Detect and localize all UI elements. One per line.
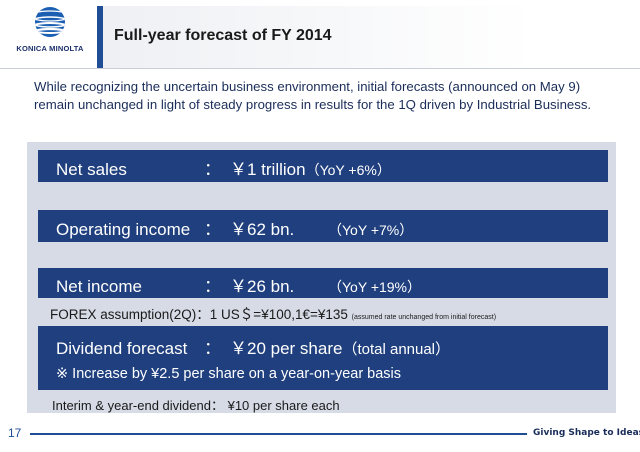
footer-divider — [30, 433, 527, 435]
logo-wordmark: KONICA MINOLTA — [16, 44, 84, 53]
title-accent-bar — [97, 6, 103, 68]
net-income-value: ￥26 bn. — [230, 277, 295, 296]
interim-dividend-text: Interim & year-end dividend： ¥10 per sha… — [52, 398, 340, 413]
net-sales-bar: Net sales ： ￥1 trillion （YoY +6%） — [38, 150, 608, 182]
dividend-label: Dividend forecast — [56, 339, 188, 358]
operating-income-colon: ： — [204, 220, 221, 239]
operating-income-label: Operating income — [56, 220, 191, 239]
net-income-label: Net income — [56, 277, 142, 296]
forex-text: FOREX assumption(2Q)：1 US＄=¥100,1€=¥135 — [50, 307, 348, 322]
forex-assumption: FOREX assumption(2Q)：1 US＄=¥100,1€=¥135 … — [50, 303, 496, 323]
title-band — [103, 6, 640, 68]
company-logo: KONICA MINOLTA — [8, 6, 92, 64]
operating-income-yoy: （YoY +7%） — [328, 222, 414, 238]
net-sales-value: ￥1 trillion — [230, 160, 306, 179]
dividend-note: （total annual） — [342, 341, 451, 358]
net-income-colon: ： — [204, 277, 221, 296]
footer-tagline: Giving Shape to Ideas — [533, 428, 640, 438]
operating-income-value: ￥62 bn. — [230, 220, 295, 239]
slide-title: Full-year forecast of FY 2014 — [114, 27, 332, 44]
title-divider — [0, 68, 640, 69]
net-income-yoy: （YoY +19%） — [328, 279, 422, 295]
dividend-forecast-bar: Dividend forecast ： ￥20 per share （total… — [38, 326, 608, 390]
dividend-value: ￥20 per share — [230, 339, 343, 358]
net-sales-label: Net sales — [56, 160, 127, 179]
net-income-bar: Net income ： ￥26 bn. （YoY +19%） — [38, 268, 608, 298]
net-sales-colon: ： — [204, 160, 221, 179]
operating-income-bar: Operating income ： ￥62 bn. （YoY +7%） — [38, 210, 608, 242]
dividend-increase-note: ※ Increase by ¥2.5 per share on a year-o… — [56, 366, 402, 382]
page-number: 17 — [8, 426, 22, 440]
net-sales-yoy: （YoY +6%） — [305, 162, 391, 178]
dividend-colon: ： — [204, 339, 221, 358]
intro-text: While recognizing the uncertain business… — [34, 79, 592, 112]
globe-logo-icon — [35, 7, 65, 37]
forex-note: (assumed rate unchanged from initial for… — [351, 314, 497, 321]
